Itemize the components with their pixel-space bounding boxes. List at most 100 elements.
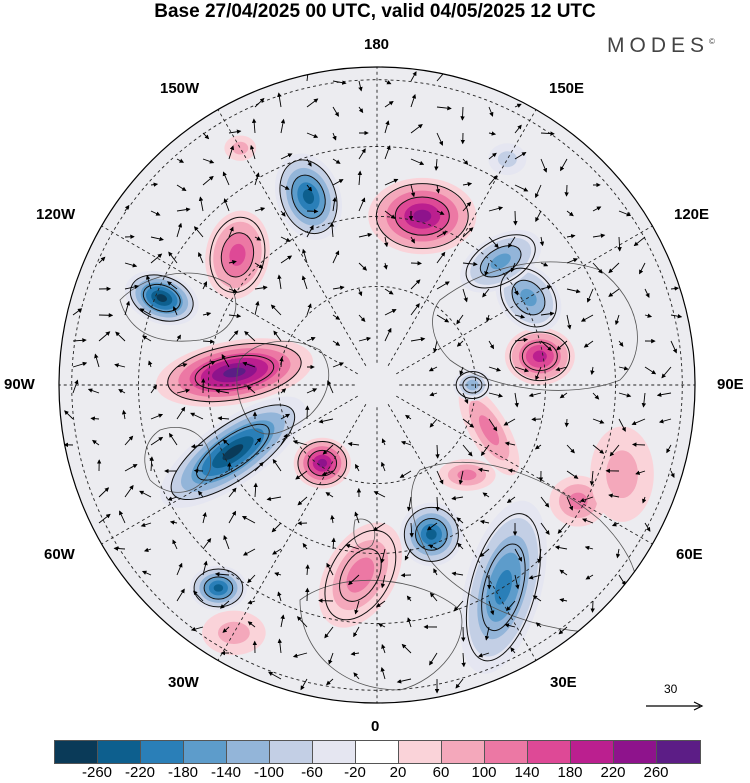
wind-vector-236	[559, 392, 568, 399]
wind-vector-259	[592, 418, 605, 424]
wind-vector-116	[358, 262, 368, 271]
colorbar-swatch	[484, 740, 529, 764]
wind-vector-168	[514, 314, 526, 319]
wind-vector-93	[329, 222, 335, 238]
wind-vector-60	[488, 175, 498, 186]
anomaly-a22	[438, 459, 496, 491]
wind-vector-189	[433, 340, 438, 353]
colorbar-tick-label: 220	[600, 764, 626, 781]
wind-vector-397	[277, 591, 282, 602]
colorbar-tick-label: 260	[643, 764, 669, 781]
wind-vector-12	[410, 93, 417, 108]
wind-vector-184	[306, 336, 316, 342]
wind-vector-46	[560, 158, 568, 172]
wind-vector-52	[280, 184, 290, 190]
wind-vector-232	[462, 392, 469, 404]
wind-vector-350	[557, 522, 568, 534]
wind-vector-206	[242, 361, 256, 368]
lon-label-30w: 30W	[168, 674, 199, 691]
wind-vector-372	[584, 545, 594, 551]
wind-vector-81	[535, 210, 542, 223]
wind-vector-309	[670, 470, 675, 478]
wind-vector-254	[462, 418, 475, 428]
wind-vector-190	[456, 340, 464, 347]
contour-a16	[465, 234, 536, 289]
wind-vector-355	[143, 547, 152, 553]
wind-vector-7	[277, 92, 282, 108]
wind-vector-393	[176, 588, 185, 602]
wind-vector-179	[176, 334, 181, 342]
wind-vector-237	[592, 392, 600, 400]
wind-vector-328	[566, 496, 574, 511]
lon-label-120w: 120W	[36, 206, 76, 223]
wind-vector-147	[586, 288, 594, 303]
wind-vector-125	[592, 262, 603, 274]
wind-vector-4	[410, 71, 417, 82]
wind-vector-11	[384, 100, 394, 108]
wind-vector-341	[330, 514, 335, 524]
wind-vector-148	[608, 288, 620, 297]
anomaly-a5	[155, 338, 313, 407]
wind-vector-314	[197, 490, 204, 498]
wind-vector-88	[193, 226, 204, 238]
wind-vector-144	[513, 288, 519, 296]
wind-vector-339	[271, 522, 282, 533]
lon-label-90e: 90E	[717, 376, 744, 393]
wind-vector-193	[540, 340, 552, 351]
wind-vector-3	[384, 80, 392, 85]
wind-vector-207	[279, 356, 284, 368]
wind-vector-119	[436, 251, 446, 264]
contour-a4	[129, 274, 194, 322]
wind-vector-427	[277, 638, 283, 654]
anomaly-a21	[224, 135, 257, 161]
wind-vector-169	[540, 311, 555, 316]
wind-vector-243	[121, 409, 127, 420]
wind-vector-56	[384, 178, 399, 186]
colorbar-tick-label: 180	[557, 764, 583, 781]
wind-vector-203	[176, 362, 188, 368]
wind-vector-121	[484, 262, 490, 276]
wind-vector-71	[280, 210, 286, 217]
wind-vector-195	[583, 340, 594, 348]
wind-vector-400	[354, 600, 360, 615]
wind-vector-133	[228, 288, 238, 293]
wind-vector-284	[609, 444, 620, 457]
wind-vector-386	[451, 571, 464, 576]
wind-vector-306	[589, 470, 595, 486]
lon-label-60e: 60E	[676, 546, 703, 563]
contour-lines	[129, 159, 571, 662]
wind-vector-157	[228, 313, 242, 319]
wind-vector-308	[635, 470, 646, 475]
wind-vector-381	[326, 562, 334, 576]
wind-vector-95	[383, 236, 389, 248]
anomaly-a1	[368, 177, 477, 255]
wind-vector-265	[124, 435, 134, 446]
colorbar-swatch	[140, 740, 185, 764]
colorbar-tick-label: -100	[253, 764, 285, 781]
wind-vector-251	[318, 418, 334, 424]
wind-vector-35	[280, 153, 293, 160]
wind-vector-205	[221, 354, 230, 368]
wind-vector-47	[150, 182, 159, 187]
wind-vector-132	[202, 281, 207, 290]
wind-vector-1	[332, 80, 347, 85]
lon-label-60w: 60W	[44, 546, 75, 563]
wind-vector-436	[510, 647, 516, 654]
wind-vector-366	[428, 544, 438, 550]
wind-vector-51	[254, 172, 260, 186]
wind-vector-373	[615, 548, 621, 559]
wind-vector-172	[614, 314, 620, 326]
colorbar-swatch	[570, 740, 615, 764]
wind-vector-57	[410, 184, 416, 198]
wind-vector-354	[113, 546, 126, 551]
anomaly-a14	[504, 327, 575, 385]
wind-vector-358	[223, 535, 230, 550]
contour-a5	[167, 342, 302, 403]
colorbar-swatch	[398, 740, 443, 764]
wind-vector-311	[124, 484, 134, 498]
wind-vector-113	[280, 255, 293, 264]
wind-vector-162	[358, 314, 366, 322]
contour-a9	[324, 529, 397, 621]
wind-vector-176	[98, 331, 111, 342]
